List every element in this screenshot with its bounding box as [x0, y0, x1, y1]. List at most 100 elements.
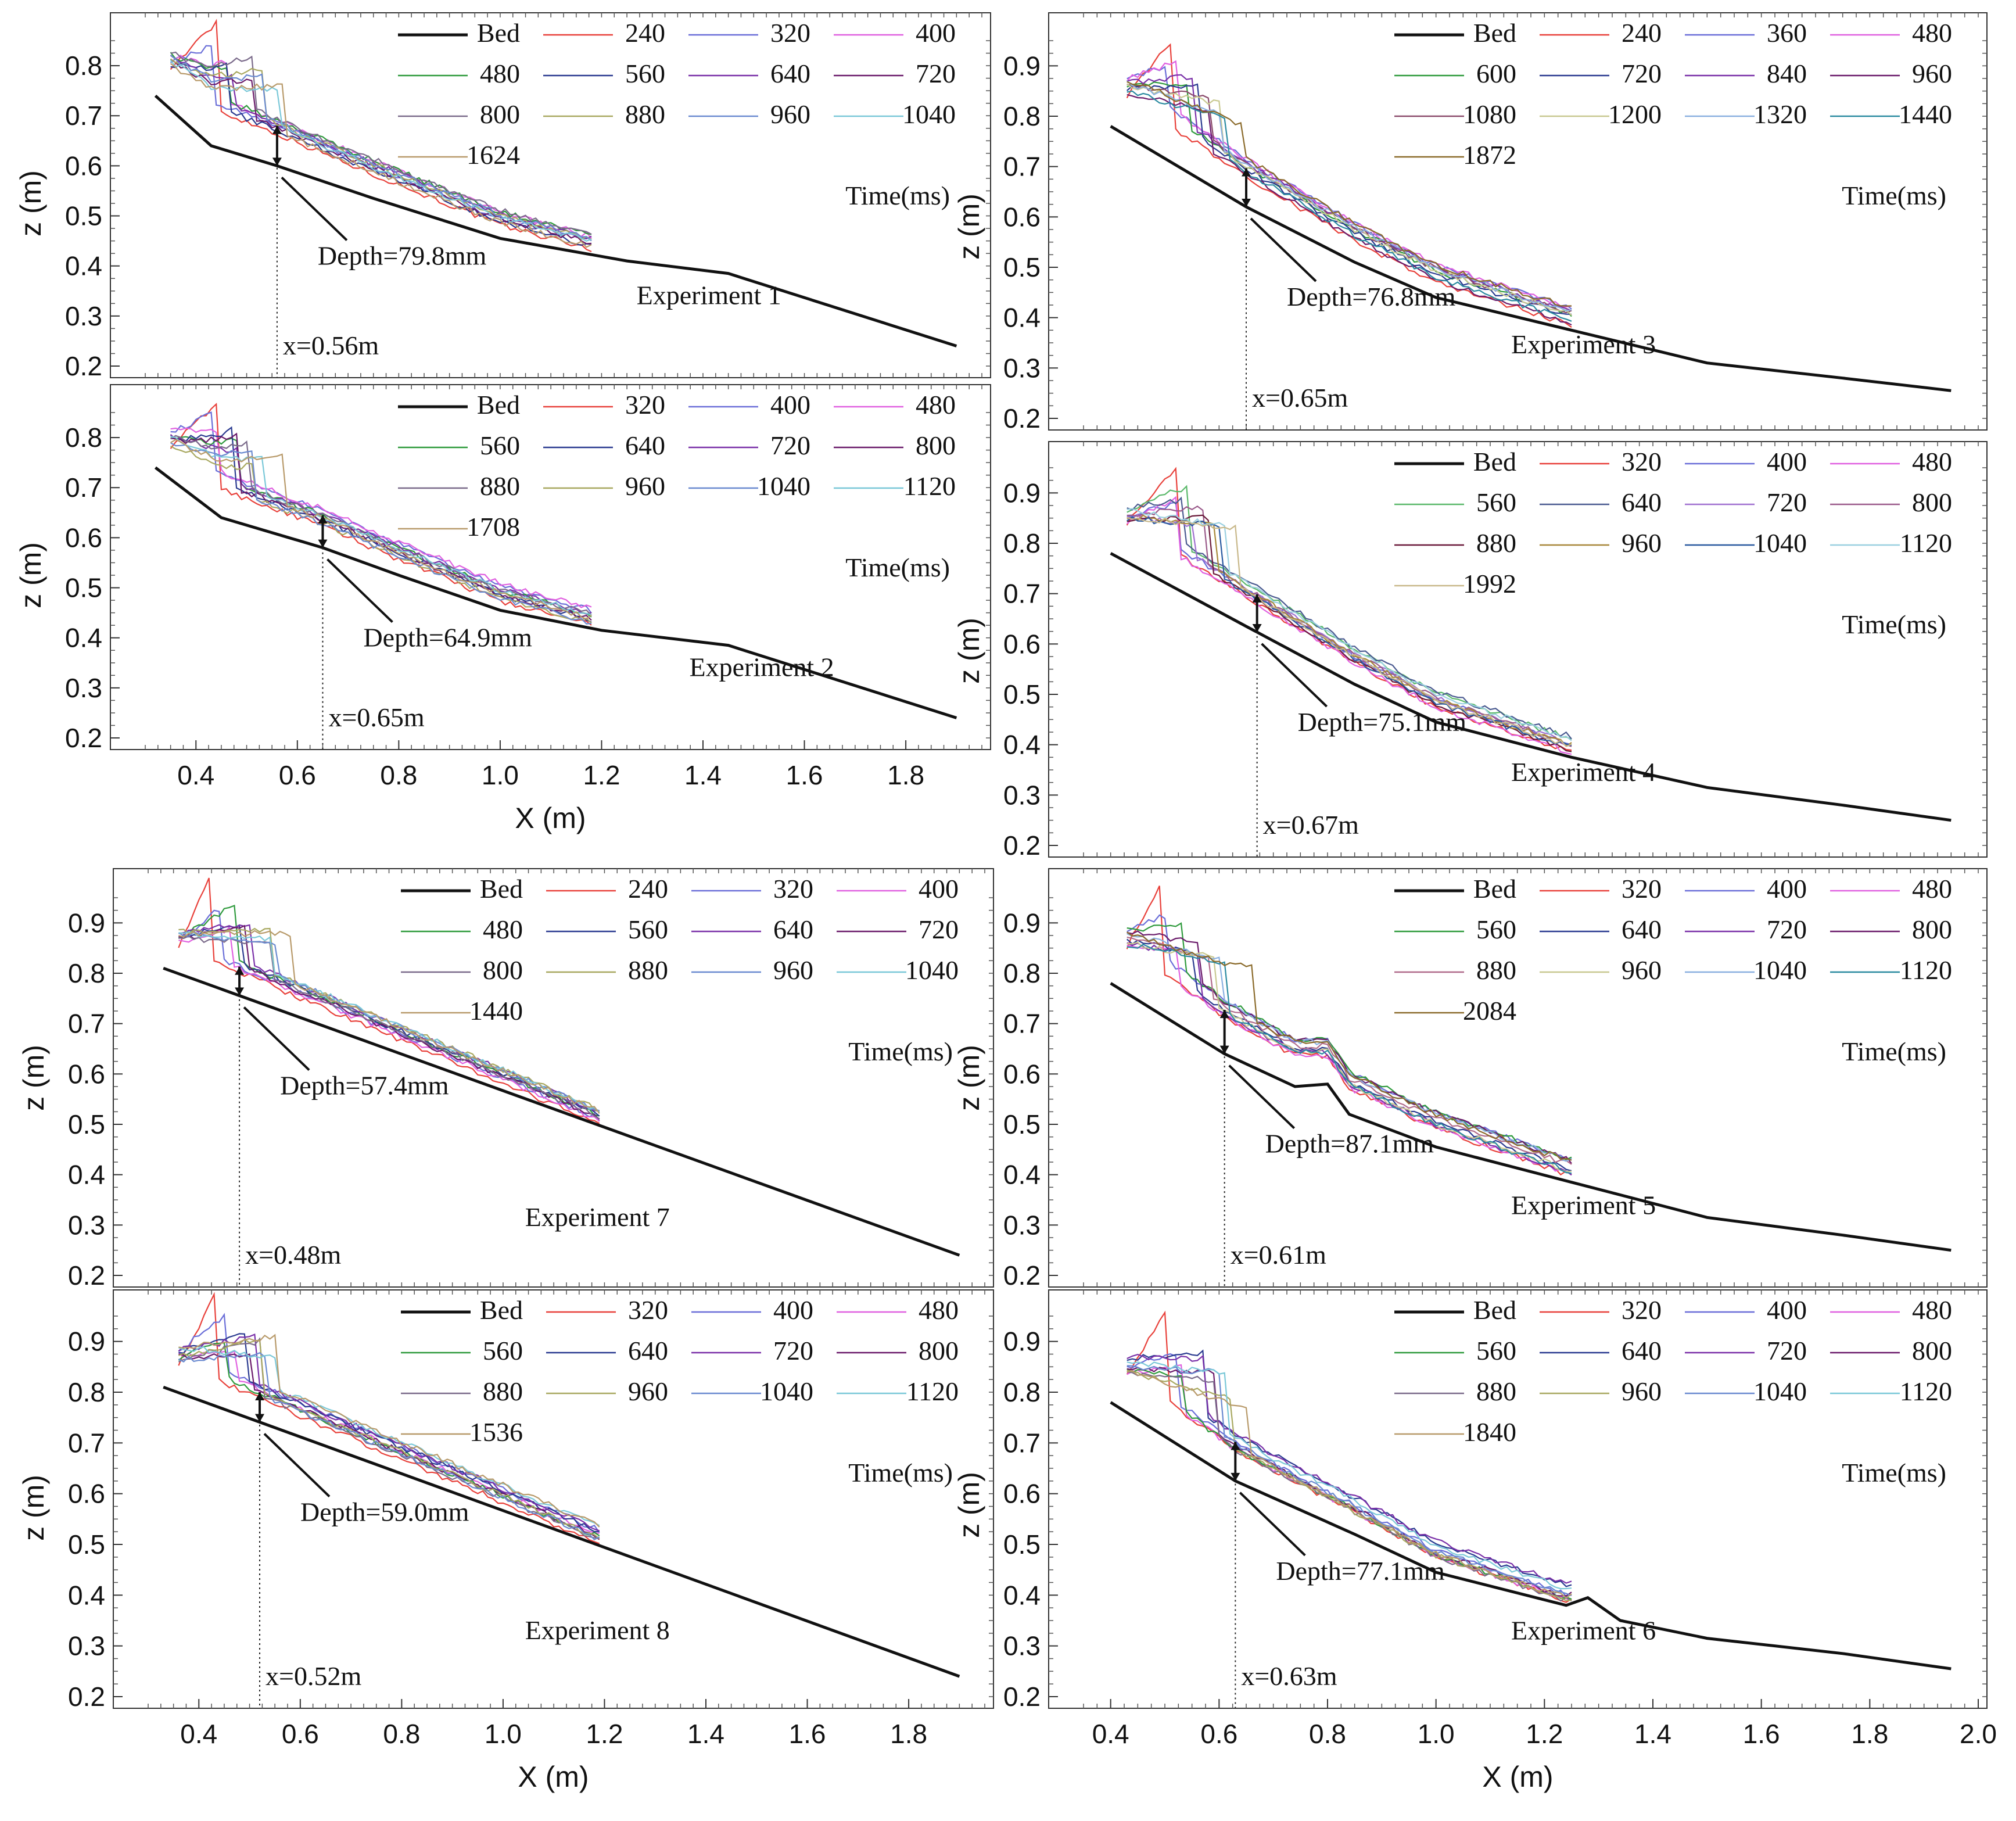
depth-leader-line: [263, 1433, 331, 1497]
series-line-560: [170, 435, 592, 618]
legend-title: Time(ms): [1842, 1037, 1946, 1066]
x-axis-label: X (m): [518, 1761, 589, 1793]
legend-label: 720: [916, 59, 956, 88]
depth-label: Depth=64.9mm: [363, 623, 532, 653]
series-line-1040: [170, 60, 592, 242]
legend-label: 1040: [905, 955, 959, 985]
x-tick-label: 0.8: [1309, 1719, 1346, 1749]
depth-label: Depth=77.1mm: [1276, 1556, 1445, 1586]
legend-title: Time(ms): [848, 1037, 953, 1066]
y-tick-label: 0.4: [65, 623, 102, 653]
legend-label: 1872: [1463, 140, 1516, 170]
y-tick-label: 0.3: [65, 301, 102, 331]
legend-label: 960: [1622, 1376, 1662, 1406]
x-marker-label: x=0.63m: [1241, 1661, 1337, 1691]
y-tick-label: 0.7: [1003, 1428, 1041, 1458]
legend-label: 1040: [1753, 528, 1807, 558]
legend-label: 960: [1622, 528, 1662, 558]
panel-title: Experiment 8: [525, 1615, 670, 1645]
y-tick-label: 0.2: [1003, 830, 1041, 861]
depth-arrow-bottom: [272, 157, 282, 166]
legend-label: 480: [1912, 18, 1952, 48]
series-line-720: [1126, 83, 1572, 315]
depth-label: Depth=76.8mm: [1287, 282, 1456, 311]
series-line-640: [178, 1333, 600, 1533]
y-tick-label: 0.2: [68, 1260, 105, 1291]
y-tick-label: 0.8: [1003, 1377, 1041, 1407]
x-marker-label: x=0.48m: [245, 1240, 341, 1270]
y-tick-label: 0.9: [1003, 908, 1041, 938]
y-tick-label: 0.5: [68, 1109, 105, 1139]
y-tick-label: 0.4: [1003, 1580, 1041, 1610]
depth-arrow-bottom: [235, 987, 245, 996]
y-axis-label: z (m): [17, 1475, 50, 1541]
y-tick-label: 0.2: [68, 1682, 105, 1712]
x-tick-label: 0.4: [177, 760, 214, 790]
legend-label: 480: [1912, 1295, 1952, 1325]
x-marker-label: x=0.65m: [328, 702, 424, 732]
y-tick-label: 0.6: [1003, 1479, 1041, 1509]
x-tick-label: 1.2: [1526, 1719, 1563, 1749]
legend-label: 1992: [1463, 569, 1516, 598]
legend-label: 640: [773, 915, 813, 944]
legend: Bed 240 320 400 480 560 640 720 800 880 960 1040 162…: [398, 18, 956, 210]
y-tick-label: 0.5: [1003, 1529, 1041, 1560]
y-tick-label: 0.2: [65, 351, 102, 381]
panel-title: Experiment 4: [1511, 757, 1656, 787]
depth-arrow-top: [1252, 594, 1262, 603]
legend-title: Time(ms): [845, 553, 950, 582]
legend-label: 1624: [467, 140, 520, 170]
series-line-1120: [1127, 1361, 1572, 1590]
x-axis-label: X (m): [1482, 1761, 1553, 1793]
y-tick-label: 0.7: [65, 472, 102, 503]
legend-label: 720: [919, 915, 959, 944]
x-tick-label: 1.8: [887, 760, 924, 790]
y-axis-label: z (m): [953, 1472, 985, 1538]
legend-label: 1040: [1753, 955, 1807, 985]
legend-label: 560: [480, 431, 520, 460]
legend-label: 240: [1622, 18, 1662, 48]
legend-label: 1040: [757, 471, 810, 501]
x-tick-label: 1.4: [1634, 1719, 1671, 1749]
y-tick-label: 0.7: [1003, 579, 1041, 609]
x-tick-label: 0.6: [279, 760, 316, 790]
legend-label: 560: [1476, 487, 1516, 517]
depth-label: Depth=75.1mm: [1298, 707, 1467, 737]
y-tick-label: 0.3: [1003, 353, 1041, 383]
legend-label: 640: [1622, 915, 1662, 944]
legend-label: 320: [1622, 874, 1662, 904]
legend-label: 400: [770, 390, 810, 420]
panel-title: Experiment 5: [1511, 1190, 1656, 1220]
legend-label: 480: [483, 915, 523, 944]
legend-label: 560: [1476, 1336, 1516, 1365]
y-tick-label: 0.5: [68, 1529, 105, 1560]
series-line-1120: [1127, 508, 1572, 741]
y-tick-label: 0.9: [1003, 1327, 1041, 1357]
legend-label: 1120: [906, 1376, 959, 1406]
series-line-320: [170, 45, 592, 240]
series-line-400: [1127, 914, 1572, 1160]
legend-label: 480: [480, 59, 520, 88]
y-tick-label: 0.7: [65, 101, 102, 131]
y-tick-label: 0.4: [68, 1160, 105, 1190]
legend-label: 960: [1622, 955, 1662, 985]
legend-label: Bed: [1473, 18, 1516, 48]
y-tick-label: 0.8: [65, 422, 102, 453]
series-line-960: [170, 445, 592, 624]
y-tick-label: 0.6: [1003, 629, 1041, 659]
series-line-1624: [170, 63, 592, 248]
series-line-960: [1127, 1370, 1572, 1601]
y-tick-label: 0.8: [1003, 528, 1041, 558]
legend-label: 400: [773, 1295, 813, 1325]
legend-label: 1040: [1753, 1376, 1807, 1406]
legend-label: 560: [1476, 915, 1516, 944]
series-line-960: [170, 55, 592, 242]
panel-exp2: 0.2 0.3 0.4 0.5 0.6 0.7 0.8 z (m) 0.4 0.6 0.8 1.0 1.…: [15, 384, 991, 834]
series-line-320: [170, 403, 592, 626]
depth-label: Depth=79.8mm: [318, 241, 487, 270]
legend-title: Time(ms): [848, 1458, 953, 1487]
depth-arrow-top: [1219, 1010, 1229, 1019]
y-tick-label: 0.6: [65, 150, 102, 181]
depth-label: Depth=59.0mm: [300, 1497, 469, 1527]
